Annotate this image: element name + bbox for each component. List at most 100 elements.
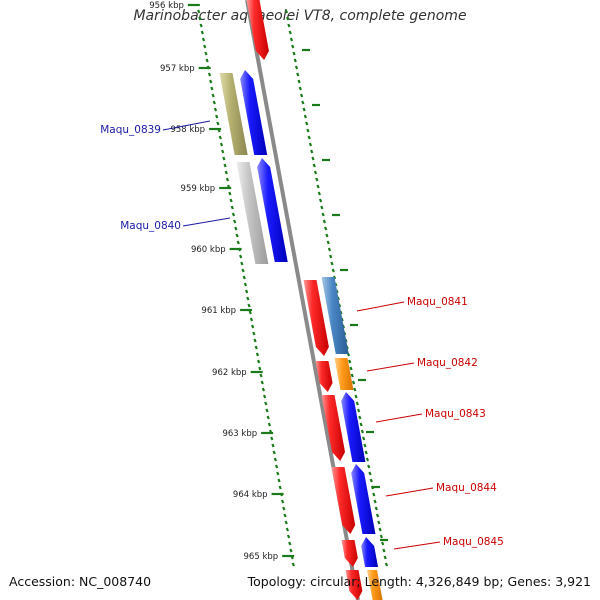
feature-steelblue[interactable] (321, 277, 349, 354)
scale-dot (254, 345, 258, 350)
outer-scale-dot (291, 44, 295, 49)
gene-arrow-forward[interactable] (303, 280, 329, 356)
tick-label: 961 kbp (201, 306, 236, 316)
outer-scale-dot (354, 394, 358, 399)
outer-scale-dot (359, 422, 363, 427)
outer-scale-dot (381, 541, 385, 546)
tick-label: 964 kbp (233, 490, 268, 500)
outer-scale-dot (317, 191, 321, 196)
gene-arrow-forward[interactable] (321, 395, 346, 461)
outer-scale-dot (284, 9, 289, 14)
gene-label[interactable]: Maqu_0840 (120, 220, 181, 232)
gene-label[interactable]: Maqu_0839 (100, 124, 161, 136)
outer-scale-dot (301, 100, 305, 105)
gene-label[interactable]: Maqu_0843 (425, 408, 486, 420)
scale-dot (277, 478, 281, 483)
gene-label[interactable]: Maqu_0841 (407, 296, 468, 308)
scale-dot (251, 324, 255, 329)
scale-dot (245, 289, 249, 294)
outer-scale-dot (297, 79, 301, 84)
gene-label-leader (182, 217, 231, 227)
accession-text: Accession: NC_008740 (9, 574, 152, 589)
scale-dot (282, 506, 286, 511)
genome-summary-text: Topology: circular; Length: 4,326,849 bp… (247, 574, 591, 589)
outer-scale-dot (298, 86, 302, 91)
scale-dot (255, 352, 260, 357)
scale-dot (265, 408, 269, 413)
gene-label-leader (385, 487, 434, 497)
scale-dot (213, 107, 218, 112)
outer-scale-dot (331, 268, 335, 273)
scale-dot (223, 163, 227, 168)
tick-label: 958 kbp (170, 125, 205, 135)
gene-arrow-reverse[interactable] (257, 158, 288, 262)
scale-dot (215, 114, 219, 119)
outer-scale-dot (320, 205, 324, 210)
scale-dot (221, 149, 225, 154)
tick-label: 960 kbp (191, 245, 226, 255)
gene-arrow-forward[interactable] (246, 0, 269, 60)
outer-scale-dot (324, 226, 328, 231)
scale-dot (197, 9, 201, 14)
scale-dot (288, 541, 292, 546)
scale-dot (241, 268, 245, 273)
gene-arrow-forward[interactable] (315, 361, 333, 392)
gene-arrow-forward[interactable] (345, 570, 363, 600)
scale-dot (286, 534, 291, 539)
outer-scale-dot (349, 366, 353, 371)
gene-labels: Maqu_0839 Maqu_0840 Maqu_0841 Maqu_0842 Maqu… (100, 120, 504, 550)
scale-dot (205, 58, 209, 63)
gene-label-leader (162, 120, 211, 131)
outer-scale-dot (372, 492, 376, 497)
scale-dot (280, 499, 285, 504)
scale-dot (216, 121, 220, 126)
scale-dot (257, 359, 261, 364)
gene-label[interactable]: Maqu_0844 (436, 482, 497, 494)
outer-scale-dot (383, 555, 387, 560)
scale-dot (199, 23, 203, 28)
outer-scale-dot (299, 93, 304, 98)
gene-features (219, 0, 383, 600)
outer-scale-dot (302, 107, 306, 112)
gene-arrow-reverse[interactable] (341, 392, 366, 462)
feature-olive[interactable] (219, 73, 248, 155)
outer-scale-dot (326, 240, 330, 245)
scale-dot (283, 513, 287, 518)
outer-scale-dot (374, 506, 378, 511)
outer-scale-dot (321, 212, 325, 217)
outer-scale-dot (375, 513, 380, 518)
scale-dot (242, 275, 246, 280)
gene-label-leader (393, 541, 441, 550)
gene-label[interactable]: Maqu_0845 (443, 536, 504, 548)
outer-scale-dot (303, 114, 308, 119)
outer-scale-dot (296, 72, 300, 77)
outer-scale-dot (382, 548, 386, 553)
gene-arrow-forward[interactable] (341, 540, 358, 567)
scale-dot (225, 177, 230, 182)
feature-grey[interactable] (236, 162, 269, 264)
outer-scale-dot (362, 436, 366, 441)
scale-dot (276, 471, 280, 476)
outer-scale-dot (322, 219, 327, 224)
feature-orange[interactable] (367, 570, 383, 600)
outer-scale-dot (348, 359, 352, 364)
gene-label[interactable]: Maqu_0842 (417, 357, 478, 369)
scale-dot (210, 86, 214, 91)
outer-scale-dot (316, 184, 320, 189)
scale-dot (248, 310, 252, 315)
feature-orange[interactable] (334, 358, 354, 390)
scale-dot (253, 338, 257, 343)
outer-scale-dot (367, 464, 371, 469)
outer-scale-dot (350, 373, 354, 378)
gene-arrow-reverse[interactable] (351, 464, 376, 534)
scale-dot (207, 72, 212, 77)
gene-arrow-reverse[interactable] (361, 537, 379, 567)
outer-scale-dot (287, 23, 291, 28)
gene-arrow-forward[interactable] (331, 467, 356, 534)
gene-label-leader (356, 301, 405, 312)
scale-dot (212, 100, 216, 105)
tick-label: 962 kbp (212, 368, 247, 378)
outer-scale-dot (310, 149, 314, 154)
scale-ticks: 956 kbp 957 kbp 958 kbp 959 kbp 960 kbp 961 k… (149, 1, 295, 562)
gene-arrow-reverse[interactable] (240, 70, 268, 155)
